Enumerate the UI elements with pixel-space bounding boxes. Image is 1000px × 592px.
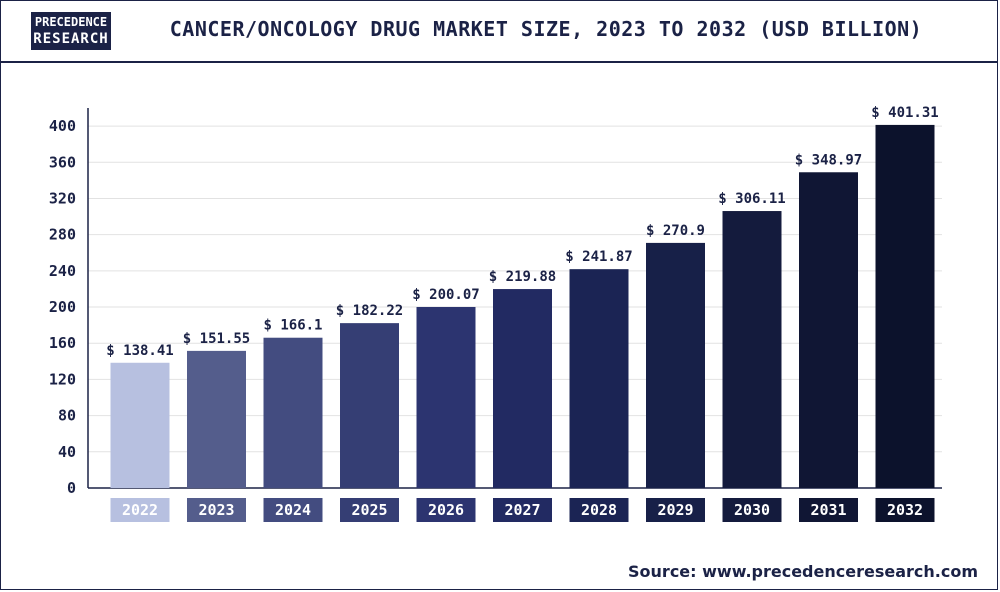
data-label: $ 151.55 [183, 331, 250, 347]
x-category-box [263, 498, 323, 522]
bar [722, 211, 782, 488]
bar [340, 323, 399, 488]
y-tick-label: 80 [58, 407, 76, 425]
bar [799, 172, 858, 488]
source-label: Source: [628, 562, 697, 581]
bar [416, 306, 476, 488]
y-tick-label: 360 [49, 153, 76, 171]
brand-logo: PRECEDENCE RESEARCH [31, 12, 111, 50]
data-label: $ 241.87 [565, 249, 632, 265]
x-tick-label: 2032 [887, 501, 923, 519]
x-tick-label: 2026 [428, 501, 464, 519]
x-category-box [799, 498, 858, 522]
x-category-box [110, 498, 170, 522]
x-category-box [187, 498, 246, 522]
x-category-box [340, 498, 399, 522]
bar [493, 289, 552, 488]
x-category-box [722, 498, 782, 522]
data-label: $ 200.07 [412, 287, 479, 303]
y-tick-label: 200 [49, 298, 76, 316]
x-tick-label: 2031 [810, 501, 846, 519]
bar [263, 337, 323, 488]
source-credit: Source: www.precedenceresearch.com [628, 562, 978, 581]
bar-chart: 0 40 80 120 160 200 240 280 320 360 400 $ 138.41 202… [49, 105, 942, 522]
y-tick-label: 40 [58, 443, 76, 461]
data-label: $ 270.9 [646, 223, 705, 239]
y-tick-label: 120 [49, 370, 76, 388]
data-label: $ 138.41 [106, 343, 173, 359]
x-category-box [569, 498, 629, 522]
data-label: $ 166.1 [263, 318, 322, 334]
data-label: $ 348.97 [795, 152, 862, 168]
y-tick-label: 240 [49, 262, 76, 280]
x-category-box [646, 498, 705, 522]
data-label: $ 182.22 [336, 303, 403, 319]
data-label: $ 219.88 [489, 269, 556, 285]
chart-title: CANCER/ONCOLOGY DRUG MARKET SIZE, 2023 T… [169, 17, 923, 41]
x-tick-label: 2022 [122, 501, 158, 519]
source-url: www.precedenceresearch.com [702, 562, 978, 581]
bar [875, 124, 935, 488]
x-tick-label: 2030 [734, 501, 770, 519]
logo-line1: PRECEDENCE [34, 15, 108, 29]
x-tick-label: 2023 [198, 501, 234, 519]
bar [646, 242, 705, 488]
x-tick-label: 2024 [275, 501, 311, 519]
y-tick-label: 160 [49, 334, 76, 352]
y-tick-label: 0 [67, 479, 76, 497]
data-label: $ 306.11 [718, 191, 785, 207]
logo-line2: RESEARCH [33, 31, 109, 47]
x-tick-label: 2029 [657, 501, 693, 519]
bar [569, 269, 629, 488]
x-tick-label: 2025 [351, 501, 387, 519]
x-category-box [493, 498, 552, 522]
data-label: $ 401.31 [871, 105, 938, 121]
bar [110, 362, 170, 488]
x-category-box [416, 498, 476, 522]
bar [187, 350, 246, 488]
x-category-box [875, 498, 935, 522]
y-tick-label: 280 [49, 226, 76, 244]
header: PRECEDENCE RESEARCH CANCER/ONCOLOGY DRUG… [1, 1, 997, 63]
y-tick-label: 400 [49, 117, 76, 135]
x-tick-label: 2028 [581, 501, 617, 519]
x-tick-label: 2027 [504, 501, 540, 519]
y-tick-label: 320 [49, 189, 76, 207]
